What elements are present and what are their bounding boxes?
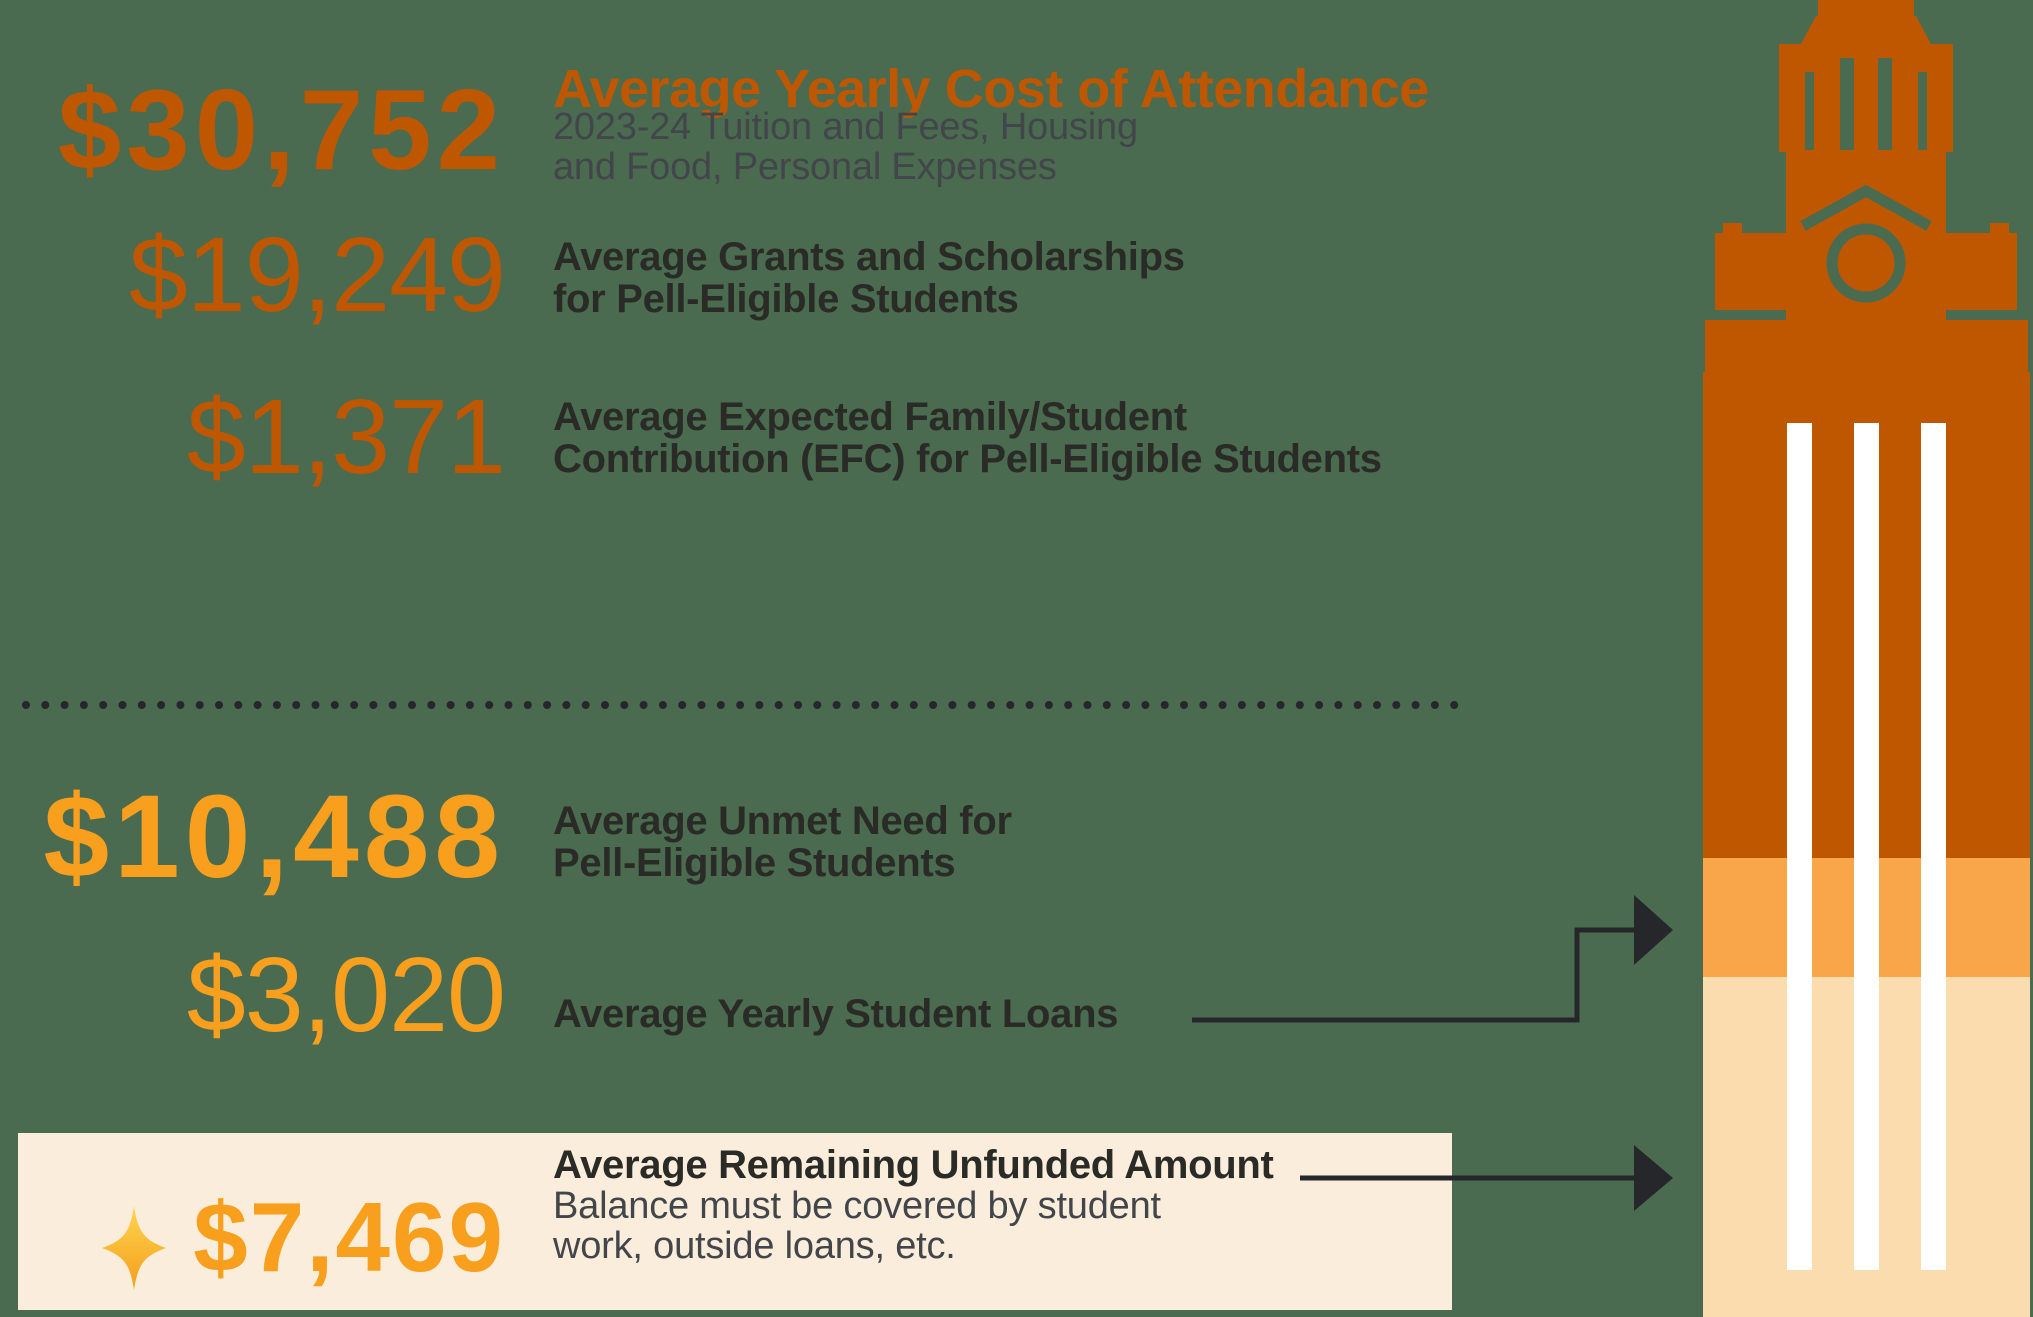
loans-arrowhead-icon (1634, 895, 1673, 965)
label-unmet-need-line-1: Average Unmet Need for (553, 799, 1012, 843)
label-unfunded-title: Average Remaining Unfunded Amount (553, 1143, 1274, 1187)
loans-connector-line (1192, 927, 1634, 1023)
sparkle-icon (102, 1206, 166, 1290)
tower-clock-icon (1826, 223, 1906, 303)
label-student-loans: Average Yearly Student Loans (553, 992, 1119, 1036)
label-efc-line-1: Average Expected Family/Student (553, 395, 1187, 439)
label-grants-line-2: for Pell-Eligible Students (553, 277, 1019, 321)
amount-cost-of-attendance: $30,752 (57, 67, 505, 194)
amount-student-loans: $3,020 (186, 936, 506, 1054)
label-unfunded-sub-line-1: Balance must be covered by student (553, 1185, 1161, 1227)
amount-unmet-need: $10,488 (43, 771, 505, 903)
label-unmet-need-line-2: Pell-Eligible Students (553, 841, 956, 885)
amount-unfunded: $7,469 (193, 1182, 505, 1292)
tower-pediment-outline (1800, 184, 1932, 231)
tower-column-stripes (1787, 423, 1946, 1270)
amount-efc: $1,371 (186, 378, 506, 496)
subtitle-cost-line-2: and Food, Personal Expenses (553, 146, 1057, 188)
label-cost-of-attendance: Average Yearly Cost of Attendance (553, 59, 1429, 119)
amount-grants-scholarships: $19,249 (128, 216, 506, 334)
label-efc-line-2: Contribution (EFC) for Pell-Eligible Stu… (553, 437, 1382, 481)
unfunded-highlight-box (18, 1133, 1452, 1310)
subtitle-cost-line-1: 2023-24 Tuition and Fees, Housing (553, 106, 1138, 148)
university-tower-icon (1703, 0, 2030, 1317)
unfunded-arrowhead-icon (1634, 1145, 1673, 1211)
label-unfunded-sub-line-2: work, outside loans, etc. (553, 1225, 956, 1267)
tower-belfry-slits (1805, 58, 1927, 150)
label-grants-line-1: Average Grants and Scholarships (553, 235, 1185, 279)
